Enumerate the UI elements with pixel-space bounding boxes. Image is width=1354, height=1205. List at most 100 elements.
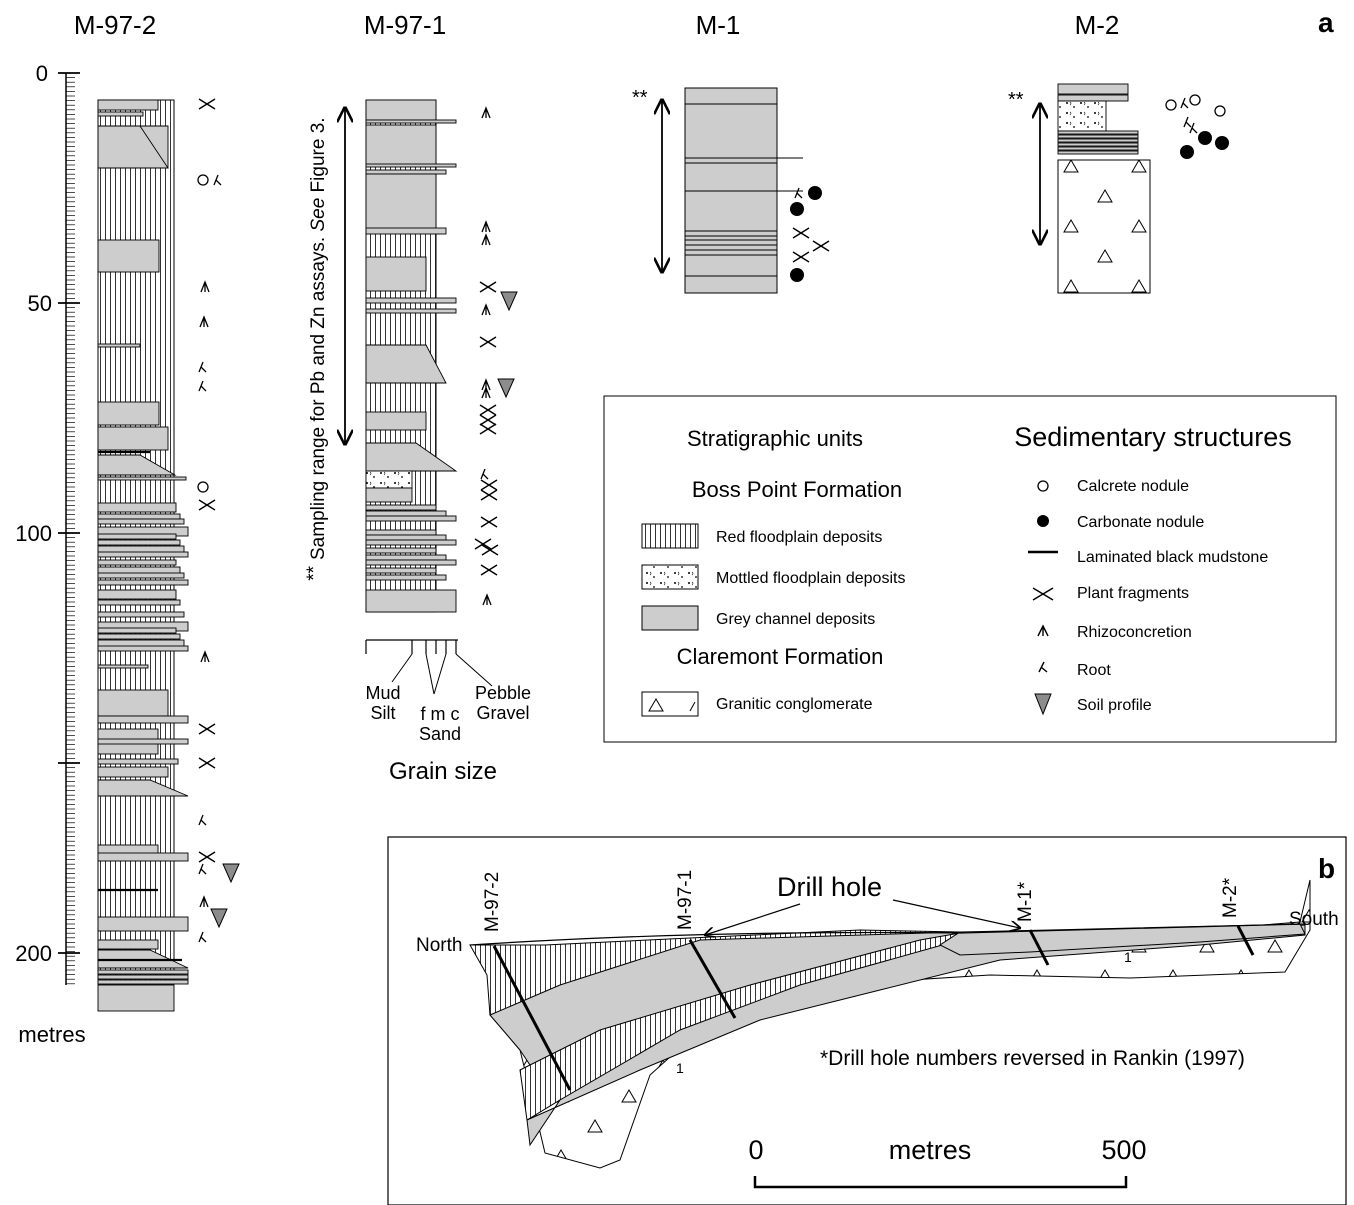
plant-fragment-icon (198, 723, 216, 735)
root-icon (1183, 116, 1192, 128)
grey-channel-bed (1057, 94, 1129, 102)
grey-channel-bed (365, 99, 437, 121)
legend-rhizo: Rhizoconcretion (1077, 624, 1192, 641)
soil-profile-icon (222, 863, 240, 884)
plant-fragment-icon (479, 404, 497, 416)
grain-sand: Sand (419, 724, 461, 744)
south-label: South (1289, 909, 1339, 930)
drill-hole-m-1 (1028, 929, 1050, 966)
drill-hole-title: Drill hole (777, 872, 882, 902)
grey-channel-bed (1057, 150, 1139, 155)
root-icon (213, 174, 222, 186)
legend-carbonate: Carbonate nodule (1077, 514, 1204, 531)
plant-fragment-icon (481, 544, 499, 556)
marker-one-a: 1 (1124, 949, 1132, 965)
calcrete-nodule-icon (1037, 480, 1049, 492)
depth-tick-100: 100 (15, 521, 52, 546)
rhizoconcretion-icon (199, 895, 209, 908)
rhizoconcretion-icon (481, 220, 491, 233)
column-m-97-2-layers (97, 99, 189, 1012)
legend-plant: Plant fragments (1077, 585, 1189, 602)
grey-channel-bed (97, 513, 181, 520)
plant-fragment-icon (474, 538, 492, 550)
rhizoconcretion-icon (199, 315, 209, 328)
rhizoconcretion-icon (200, 280, 210, 293)
root-icon (198, 931, 207, 943)
sampling-note-marker: ** (304, 565, 325, 580)
grey-channel-bed (97, 426, 169, 451)
drill-hole-pointer-left (705, 903, 801, 935)
plant-fragment-icon (480, 516, 498, 528)
grain-fmc: f m c (421, 704, 460, 724)
depth-axis-minor-ticks (66, 72, 75, 985)
column-m-97-1-symbols (474, 106, 518, 606)
carbonate-nodule-icon (1180, 145, 1194, 159)
grey-channel-bed (365, 487, 413, 503)
grey-channel-bed (97, 99, 159, 111)
grain-size-title: Grain size (389, 758, 497, 785)
m-1-marker: ** (632, 87, 648, 109)
soil-profile-icon (1034, 693, 1052, 716)
grain-gravel: Gravel (476, 703, 529, 723)
grey-channel-bed (1057, 83, 1129, 95)
plant-fragment-icon (480, 564, 498, 576)
scale-unit: metres (889, 1135, 972, 1165)
column-m-97-2 (97, 98, 240, 1012)
plant-fragment-icon (198, 757, 216, 769)
grey-channel-bed (97, 645, 189, 652)
grey-channel-bed (97, 533, 177, 540)
grey-channel-bed (97, 974, 189, 980)
scale-start: 0 (748, 1135, 763, 1165)
grey-channel-bed (97, 579, 189, 586)
rhizoconcretion-icon (482, 593, 492, 606)
grey-channel-bed (365, 504, 437, 511)
grey-channel-bed (97, 502, 177, 513)
carbonate-nodule-icon (1037, 515, 1049, 527)
sampling-note: Sampling range for Pb and Zn assays. See… (308, 117, 329, 560)
grey-channel-bed (1057, 138, 1139, 143)
grey-channel-bed (97, 239, 160, 273)
plant-fragment-icon (792, 251, 810, 263)
grey-channel-bed (97, 518, 185, 525)
grey-channel-bed (97, 539, 181, 546)
grey-channel-bed (97, 476, 187, 481)
grey-channel-bed (365, 547, 437, 554)
grey-channel-bed (97, 984, 175, 1012)
grey-channel-bed (365, 119, 457, 124)
grey-channel-bed (1057, 146, 1139, 151)
column-title-m-97-1: M-97-1 (364, 10, 446, 40)
grey-channel-bed (97, 689, 169, 717)
rhizoconcretion-icon (200, 650, 210, 663)
grey-channel-bed (365, 227, 447, 235)
grey-channel-bed (97, 715, 189, 724)
legend: Stratigraphic units Boss Point Formation… (603, 395, 1337, 743)
column-m-2: ** (1008, 83, 1229, 294)
column-m-2-layers (1057, 83, 1139, 155)
fining-upward-bed (365, 442, 458, 472)
fining-upward-bed (97, 125, 169, 169)
drill-hole-footnote: *Drill hole numbers reversed in Rankin (… (820, 1047, 1245, 1070)
column-m-97-1: Sampling range for Pb and Zn assays. See… (304, 99, 531, 785)
grey-channel-bed (1057, 134, 1139, 139)
scale-bar: 0 metres 500 (748, 1135, 1147, 1189)
grey-channel-bed (365, 163, 457, 168)
grey-channel-bed (1057, 130, 1139, 135)
plant-fragment-icon (480, 479, 498, 491)
plant-fragment-icon (198, 98, 216, 110)
grey-channel-bed (365, 297, 457, 304)
grey-channel-bed (97, 664, 149, 669)
plant-fragment-icon (479, 336, 497, 348)
calcrete-nodule-icon (1165, 99, 1177, 111)
drill-hole-label-m-2: M-2* (1220, 877, 1241, 918)
drill-hole-m-97-2 (492, 945, 572, 1091)
grey-channel-bed (1057, 142, 1139, 147)
carbonate-nodule-icon (1198, 131, 1212, 145)
rhizoconcretion-icon (481, 386, 491, 399)
carbonate-nodule-icon (790, 268, 804, 282)
legend-mottled-swatch (641, 564, 699, 590)
grey-channel-bed (97, 939, 159, 950)
grain-mud: Mud (365, 683, 400, 703)
legend-grey: Grey channel deposits (716, 611, 875, 628)
drill-hole-label-m-1: M-1* (1015, 881, 1036, 922)
grey-channel-bed (365, 510, 447, 517)
